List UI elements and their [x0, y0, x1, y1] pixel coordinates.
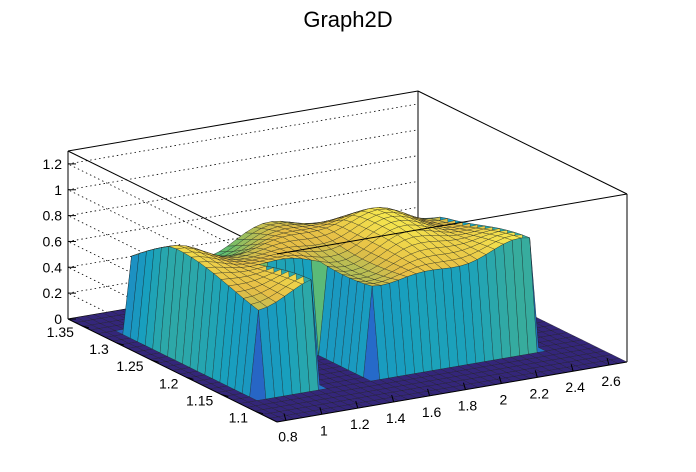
y-tick-label: 1.2 [159, 375, 179, 391]
x-tick-label: 1.8 [458, 398, 478, 414]
x-tick-label: 2.2 [530, 385, 550, 401]
y-tick-label: 1.3 [89, 341, 109, 357]
y-tick-label: 1.1 [229, 410, 249, 426]
x-tick-label: 2 [499, 392, 507, 408]
y-tick-mark [81, 325, 90, 329]
y-tick-label: 1.35 [47, 324, 74, 340]
y-tick-mark [186, 376, 194, 380]
box-frame-front [67, 90, 628, 423]
x-tick-mark [391, 394, 395, 403]
y-tick-mark [221, 394, 229, 398]
x-tick-mark [498, 376, 502, 384]
z-tick-label: 0 [54, 311, 62, 327]
frame-edge [417, 90, 628, 195]
y-axis-ticks: 1.1 1.15 1.2 1.25 1.3 1.35 [47, 324, 264, 426]
grid-line-back-wall [67, 155, 419, 217]
x-tick-mark [570, 364, 574, 372]
y-tick-label: 1.15 [186, 393, 213, 409]
x-tick-mark [462, 382, 466, 390]
grid-line-back-wall [67, 103, 419, 165]
grid-line-left-wall [67, 163, 278, 268]
x-tick-mark [606, 357, 610, 366]
x-tick-label: 0.8 [278, 428, 298, 444]
z-tick-label: 0.8 [43, 208, 63, 224]
grid-line-back-wall [67, 181, 419, 242]
x-tick-label: 1 [320, 422, 328, 438]
grid-line-left-wall [67, 215, 278, 319]
grid-line-left-wall [67, 266, 278, 371]
x-tick-label: 1.4 [386, 410, 406, 426]
y-tick-mark [151, 359, 159, 363]
z-tick-label: 1 [54, 182, 62, 198]
x-tick-label: 1.6 [422, 404, 442, 420]
z-tick-label: 1.2 [43, 156, 63, 172]
y-tick-mark [116, 342, 124, 346]
grid-line-left-wall [67, 292, 278, 397]
x-tick-mark [355, 401, 359, 409]
y-axis-line [67, 318, 278, 423]
z-tick-label: 0.2 [43, 285, 63, 301]
x-axis-ticks: 0.8 1 1.2 1.4 1.6 1.8 2 2.2 2.4 2.6 [278, 357, 621, 444]
grid-line-left-wall [67, 241, 278, 345]
x-axis-line [276, 361, 628, 423]
z-tick-label: 0.4 [43, 259, 63, 275]
grid-line-left-wall [67, 189, 278, 294]
chart-title: Graph2D [303, 7, 392, 32]
x-tick-mark [319, 407, 323, 415]
x-tick-label: 2.4 [565, 379, 585, 395]
x-tick-mark [283, 413, 287, 421]
x-tick-label: 1.2 [350, 416, 370, 432]
grid-line-back-wall [67, 206, 419, 268]
x-tick-label: 2.6 [601, 373, 621, 389]
x-tick-mark [534, 370, 538, 378]
surface-mesh [67, 207, 628, 423]
grid-line-back-wall [67, 232, 419, 294]
y-tick-label: 1.25 [116, 358, 143, 374]
z-axis-ticks: 0 0.2 0.4 0.6 0.8 1 1.2 [43, 156, 76, 327]
y-tick-mark [255, 411, 264, 415]
frame-edge [67, 90, 419, 152]
frame-edge [276, 193, 628, 255]
x-tick-mark [427, 388, 431, 396]
grid-line-back-wall [67, 129, 419, 191]
z-tick-label: 0.6 [43, 233, 63, 249]
